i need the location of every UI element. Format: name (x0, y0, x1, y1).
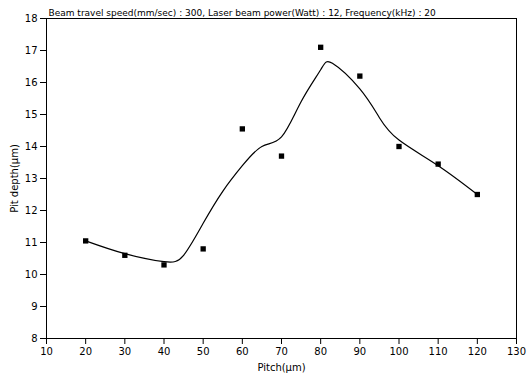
svg-text:15: 15 (25, 109, 38, 120)
svg-text:8: 8 (31, 333, 37, 344)
svg-text:90: 90 (353, 346, 366, 357)
svg-text:Pitch(μm): Pitch(μm) (257, 362, 305, 373)
svg-text:20: 20 (79, 346, 92, 357)
svg-text:Pit depth(μm): Pit depth(μm) (9, 144, 20, 213)
svg-text:16: 16 (25, 77, 38, 88)
svg-text:70: 70 (275, 346, 288, 357)
svg-text:110: 110 (429, 346, 448, 357)
svg-text:9: 9 (31, 301, 37, 312)
svg-text:60: 60 (236, 346, 249, 357)
svg-text:10: 10 (40, 346, 53, 357)
svg-text:40: 40 (158, 346, 171, 357)
svg-text:11: 11 (25, 237, 38, 248)
svg-text:Beam travel speed(mm/sec) : 30: Beam travel speed(mm/sec) : 300, Laser b… (49, 8, 437, 18)
svg-text:13: 13 (25, 173, 38, 184)
svg-text:30: 30 (118, 346, 131, 357)
svg-text:50: 50 (197, 346, 210, 357)
svg-text:18: 18 (25, 13, 38, 24)
svg-text:80: 80 (314, 346, 327, 357)
svg-text:100: 100 (389, 346, 408, 357)
svg-text:17: 17 (25, 45, 38, 56)
svg-text:14: 14 (25, 141, 38, 152)
svg-text:130: 130 (507, 346, 526, 357)
svg-text:12: 12 (25, 205, 38, 216)
svg-text:120: 120 (468, 346, 487, 357)
svg-text:10: 10 (25, 269, 38, 280)
